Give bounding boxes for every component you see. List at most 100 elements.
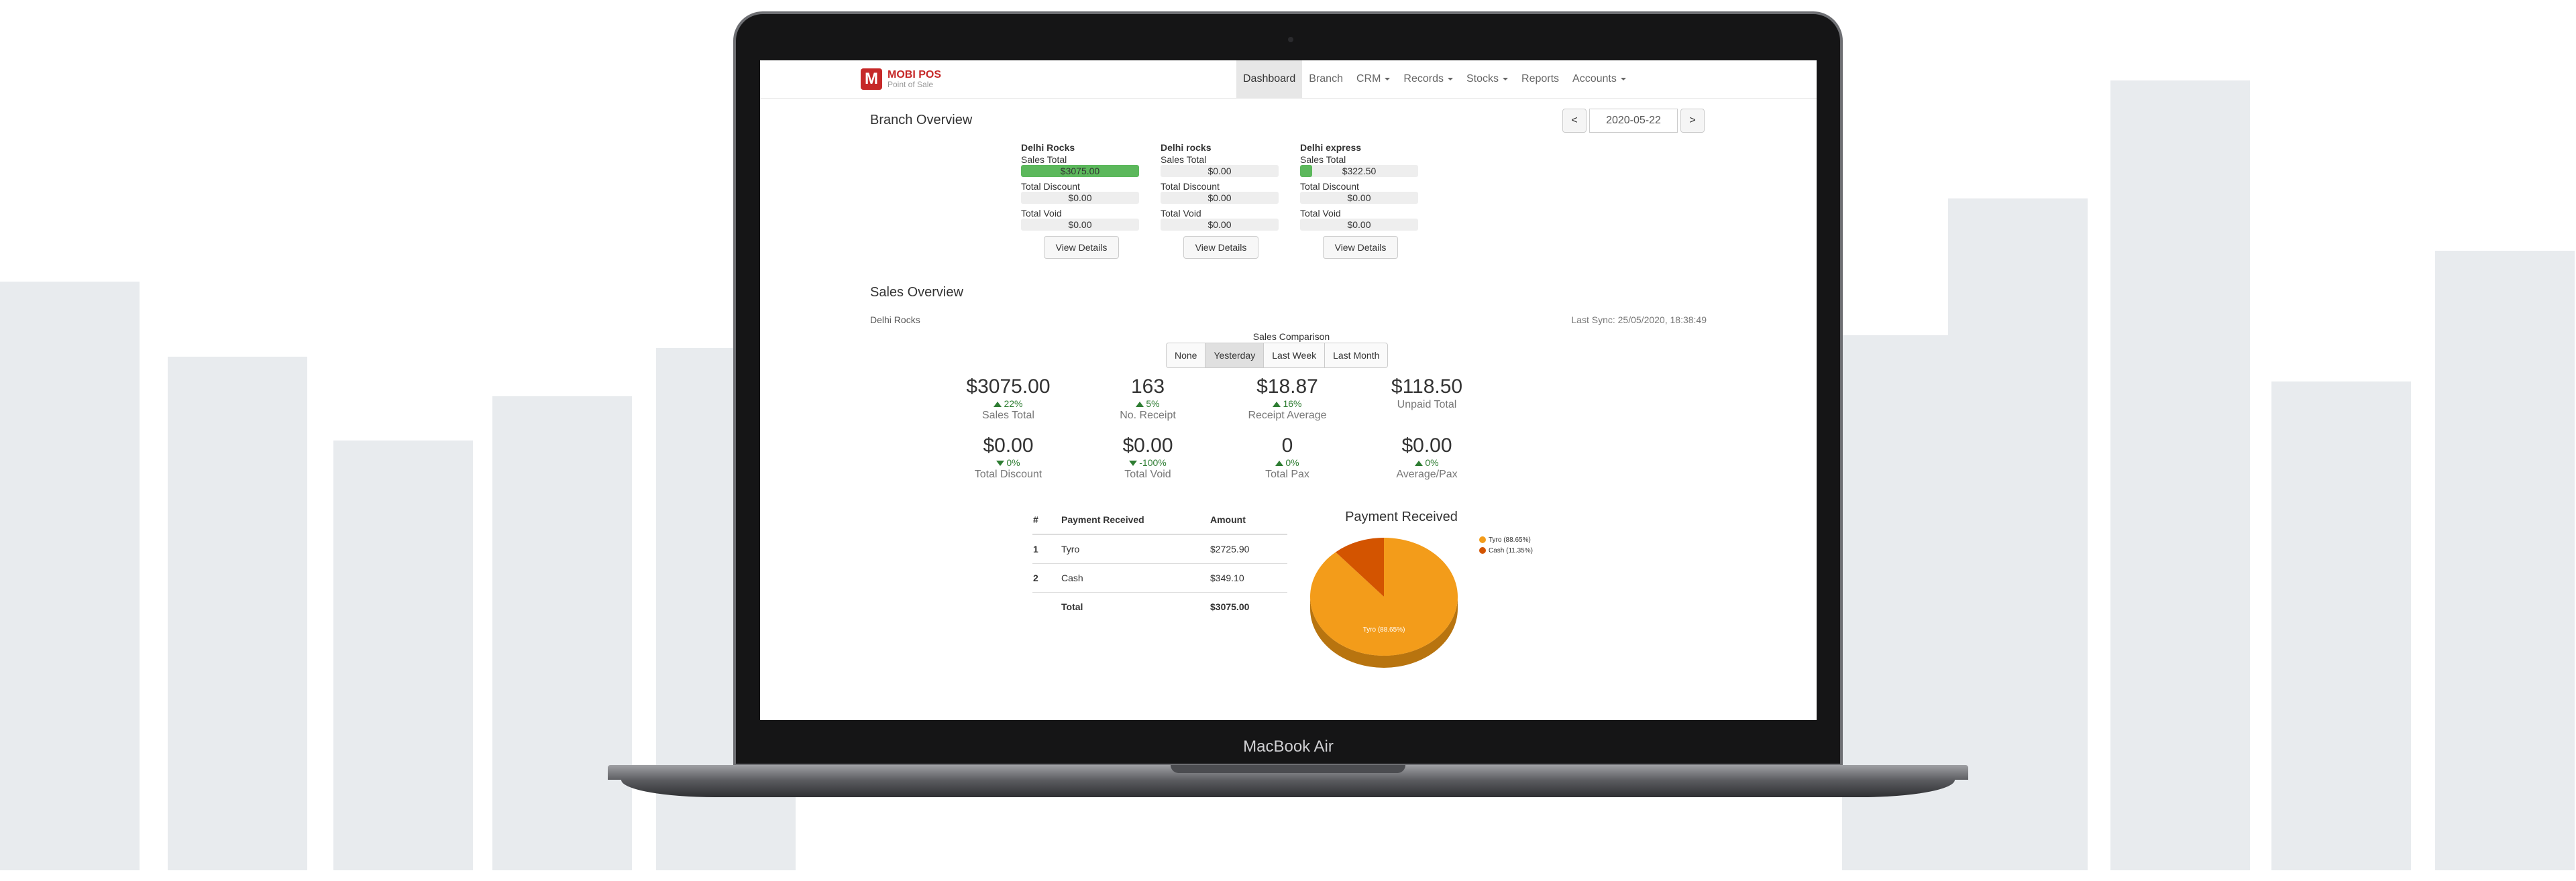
comparison-last-week[interactable]: Last Week — [1263, 343, 1326, 368]
main-nav: Dashboard Branch CRM Records Stocks Repo… — [1236, 60, 1633, 98]
nav-branch[interactable]: Branch — [1302, 60, 1350, 98]
laptop-notch — [1171, 765, 1405, 773]
stat-change: 0% — [1220, 457, 1354, 468]
stat-card: $18.87 16% Receipt Average — [1220, 375, 1354, 422]
logo-title: MOBI POS — [888, 69, 942, 80]
stat-label: Unpaid Total — [1397, 399, 1457, 410]
total-discount-label: Total Discount — [1161, 181, 1220, 192]
nav-label: CRM — [1356, 73, 1381, 84]
comparison-last-month[interactable]: Last Month — [1324, 343, 1389, 368]
stat-change-value: 0% — [1285, 457, 1299, 468]
nav-crm[interactable]: CRM — [1350, 60, 1397, 98]
sales-comparison-label: Sales Comparison — [1252, 331, 1330, 342]
view-details-button[interactable]: View Details — [1044, 236, 1119, 259]
sales-total-label: Sales Total — [1161, 154, 1207, 165]
stat-change: 16% — [1220, 398, 1354, 409]
row-num: 1 — [1032, 534, 1061, 564]
logo-subtitle: Point of Sale — [888, 80, 934, 89]
stat-value: $0.00 — [1401, 434, 1452, 457]
stat-label: Average/Pax — [1396, 469, 1458, 480]
nav-label: Records — [1403, 73, 1444, 84]
stat-label: Receipt Average — [1248, 410, 1327, 421]
legend-swatch — [1479, 547, 1486, 554]
stat-card: $0.00 -100% Total Void — [1081, 434, 1215, 481]
arrow-up-icon — [1275, 461, 1284, 466]
chart-title: Payment Received — [1345, 510, 1458, 524]
branch-name: Delhi Rocks — [1021, 142, 1075, 153]
nav-accounts[interactable]: Accounts — [1566, 60, 1633, 98]
total-discount-label: Total Discount — [1021, 181, 1080, 192]
pie-slice-cash[interactable] — [1336, 538, 1384, 597]
comparison-yesterday[interactable]: Yesterday — [1205, 343, 1265, 368]
discount-bar: $0.00 — [1021, 192, 1139, 204]
caret-down-icon — [1448, 78, 1453, 80]
row-method: Cash — [1061, 563, 1210, 593]
nav-records[interactable]: Records — [1397, 60, 1460, 98]
arrow-down-icon — [996, 461, 1005, 466]
branch-overview-title: Branch Overview — [870, 113, 973, 127]
sales-total-value: $322.50 — [1342, 166, 1377, 176]
total-spacer — [1032, 593, 1061, 622]
stat-value: $0.00 — [983, 434, 1034, 457]
sales-progress-fill — [1300, 165, 1313, 177]
total-amount: $3075.00 — [1210, 601, 1250, 612]
stat-change-value: 16% — [1283, 398, 1302, 409]
total-void-value: $0.00 — [1208, 219, 1232, 230]
caret-down-icon — [1620, 78, 1626, 80]
nav-stocks[interactable]: Stocks — [1460, 60, 1515, 98]
branch-card: Delhi Rocks Sales Total $3075.00 Total D… — [1021, 142, 1142, 259]
view-details-button[interactable]: View Details — [1323, 236, 1398, 259]
arrow-up-icon — [1415, 461, 1424, 466]
background-bar — [492, 396, 632, 870]
stat-value: 0 — [1281, 434, 1293, 457]
total-void-label: Total Void — [1300, 208, 1341, 219]
stat-value: $0.00 — [1122, 434, 1173, 457]
nav-label: Stocks — [1466, 73, 1499, 84]
view-details-button[interactable]: View Details — [1183, 236, 1258, 259]
total-discount-value: $0.00 — [1068, 192, 1092, 203]
stat-card: $0.00 0% Average/Pax — [1360, 434, 1494, 481]
discount-bar: $0.00 — [1161, 192, 1279, 204]
total-void-label: Total Void — [1161, 208, 1201, 219]
sales-total-label: Sales Total — [1300, 154, 1346, 165]
row-amount: $2725.90 — [1210, 534, 1287, 564]
table-row: 1 Tyro $2725.90 — [1032, 534, 1287, 564]
app-logo[interactable]: M MOBI POS Point of Sale — [861, 68, 941, 90]
legend-swatch — [1479, 536, 1486, 543]
arrow-down-icon — [1129, 461, 1138, 466]
next-date-button[interactable]: > — [1680, 109, 1705, 133]
stat-value: $18.87 — [1256, 375, 1318, 398]
total-discount-value: $0.00 — [1208, 192, 1232, 203]
stat-card: $0.00 0% Total Discount — [941, 434, 1075, 481]
stat-change: -100% — [1081, 457, 1215, 468]
stat-value: $118.50 — [1391, 375, 1463, 398]
comparison-none[interactable]: None — [1166, 343, 1206, 368]
legend-item[interactable]: Cash (11.35%) — [1479, 545, 1533, 556]
table-row: 2 Cash $349.10 — [1032, 563, 1287, 593]
laptop-base-foot — [621, 780, 1955, 797]
logo-icon: M — [861, 68, 882, 90]
background-bar — [168, 357, 307, 870]
stat-label: Total Pax — [1265, 469, 1309, 480]
chart-legend: Tyro (88.65%) Cash (11.35%) — [1479, 534, 1533, 556]
background-bar — [2110, 80, 2250, 870]
arrow-up-icon — [1136, 402, 1144, 407]
nav-dashboard[interactable]: Dashboard — [1236, 60, 1303, 98]
sales-overview-title: Sales Overview — [870, 285, 963, 300]
navbar: M MOBI POS Point of Sale Dashboard Branc… — [760, 60, 1817, 99]
nav-reports[interactable]: Reports — [1515, 60, 1566, 98]
row-num: 2 — [1032, 563, 1061, 593]
branch-card: Delhi rocks Sales Total $0.00 Total Disc… — [1161, 142, 1281, 259]
branch-name: Delhi express — [1300, 142, 1362, 153]
stat-value: $3075.00 — [966, 375, 1051, 398]
stat-card: $3075.00 22% Sales Total — [941, 375, 1075, 422]
legend-item[interactable]: Tyro (88.65%) — [1479, 534, 1533, 545]
void-bar: $0.00 — [1300, 219, 1418, 231]
nav-label: Dashboard — [1243, 73, 1296, 84]
prev-date-button[interactable]: < — [1562, 109, 1587, 133]
date-input[interactable]: 2020-05-22 — [1589, 109, 1678, 133]
stat-change-value: -100% — [1139, 457, 1167, 468]
total-void-value: $0.00 — [1068, 219, 1092, 230]
stat-card: 0 0% Total Pax — [1220, 434, 1354, 481]
total-void-value: $0.00 — [1347, 219, 1371, 230]
